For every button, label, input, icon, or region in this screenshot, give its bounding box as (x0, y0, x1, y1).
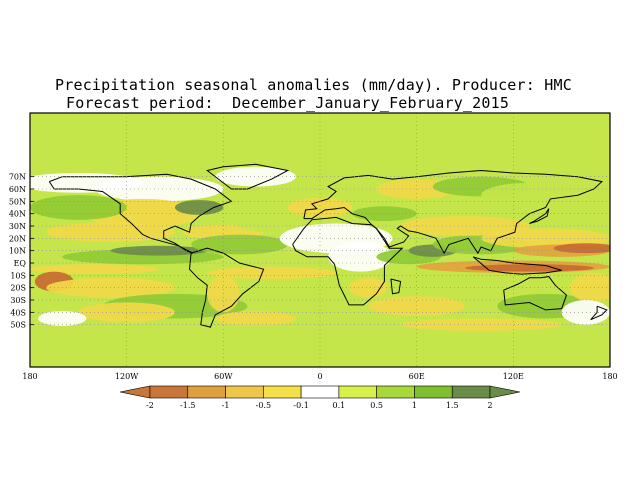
anomaly-patch (215, 311, 296, 326)
lon-label: 120E (503, 372, 524, 381)
colorbar-tick-label: -2 (146, 401, 154, 410)
lat-label: 10N (9, 247, 26, 256)
anomaly-fields (30, 113, 610, 367)
colorbar-tick-label: -1.5 (180, 401, 195, 410)
lat-label: 50N (9, 197, 26, 206)
colorbar-arrow-right (489, 385, 521, 399)
colorbar-swatch (187, 385, 226, 399)
colorbar: -2 -1.5 -1 -0.5 -0.1 0.1 0.5 1 1.5 2 (119, 385, 521, 410)
anomaly-patch (328, 242, 393, 272)
colorbar-tick-label: -0.1 (293, 401, 308, 410)
anomaly-patch (287, 176, 417, 202)
anomaly-patch (191, 234, 288, 255)
anomaly-patch (352, 206, 417, 222)
colorbar-swatch (149, 385, 189, 399)
colorbar-swatch (225, 385, 264, 399)
anomaly-patch (481, 182, 578, 208)
lon-label: 0 (317, 372, 322, 381)
colorbar-tick-label: 1 (412, 401, 417, 410)
anomaly-patch (465, 264, 594, 272)
lat-label: 30S (10, 296, 26, 305)
coastline-indonesia (472, 256, 562, 275)
anomaly-patch (368, 296, 465, 317)
coastline-south-america (188, 247, 265, 328)
coastline-greenland (206, 163, 290, 190)
anomaly-patch (30, 195, 127, 220)
anomaly-patch (30, 264, 159, 275)
coastline-australia (503, 276, 568, 311)
colorbar-tick-label: -1 (222, 401, 230, 410)
colorbar-tick-label: 0.1 (333, 401, 346, 410)
lat-label: 40S (10, 308, 26, 317)
map-panel: 70N 60N 50N 40N 30N 20N 10N EQ 10S 20S 30S 40S 50S 1… (9, 112, 618, 381)
anomaly-patch (553, 243, 610, 254)
lat-label: 10S (10, 271, 26, 280)
anomaly-patch (400, 216, 530, 236)
lat-label: 20N (9, 234, 26, 243)
coastline-africa (292, 216, 404, 306)
anomaly-patch (175, 200, 224, 215)
colorbar-tick-label: 0.5 (370, 401, 383, 410)
lat-label: 30N (9, 222, 26, 231)
colorbar-arrow-left (119, 385, 151, 399)
anomaly-patch (400, 318, 562, 331)
colorbar-swatch (263, 385, 302, 399)
lat-label: EQ (14, 259, 27, 268)
anomaly-patch (46, 222, 175, 243)
anomaly-patch (215, 166, 296, 187)
map-title-line1: Precipitation seasonal anomalies (mm/day… (55, 76, 572, 94)
coastline-eurasia (303, 169, 603, 255)
lat-label: 20S (10, 284, 26, 293)
lon-label: 180 (22, 372, 37, 381)
anomaly-patch (38, 311, 87, 326)
lat-label: 70N (9, 173, 26, 182)
colorbar-swatch (451, 385, 491, 399)
lat-label: 50S (10, 321, 26, 330)
coastline-madagascar (390, 278, 402, 295)
anomaly-patch (207, 266, 337, 280)
longitude-labels: 180 120W 60W 0 60E 120E 180 (22, 372, 617, 381)
colorbar-tick-label: -0.5 (256, 401, 271, 410)
map-frame (29, 112, 611, 368)
colorbar-swatch (338, 385, 377, 399)
colorbar-swatch (414, 385, 453, 399)
colorbar-swatch (376, 385, 415, 399)
colorbar-tick-label: 1.5 (446, 401, 459, 410)
coastline-new-zealand (590, 305, 608, 321)
gridlines (30, 113, 610, 367)
lon-label: 60E (409, 372, 425, 381)
lat-label: 40N (9, 210, 26, 219)
anomaly-patch (287, 197, 353, 218)
latitude-labels: 70N 60N 50N 40N 30N 20N 10N EQ 10S 20S 30S 40S 50S (9, 173, 34, 330)
lon-label: 120W (115, 372, 139, 381)
anomaly-patch (349, 277, 388, 298)
map-title-line2: Forecast period: December_January_Februa… (66, 94, 510, 112)
colorbar-swatch (300, 385, 340, 399)
coastline-japan (529, 208, 550, 224)
lat-label: 60N (9, 185, 26, 194)
colorbar-tick-label: 2 (487, 401, 492, 410)
anomaly-patch (569, 272, 610, 303)
lon-label: 60W (214, 372, 233, 381)
land-outlines (48, 163, 608, 328)
lon-label: 180 (602, 372, 617, 381)
